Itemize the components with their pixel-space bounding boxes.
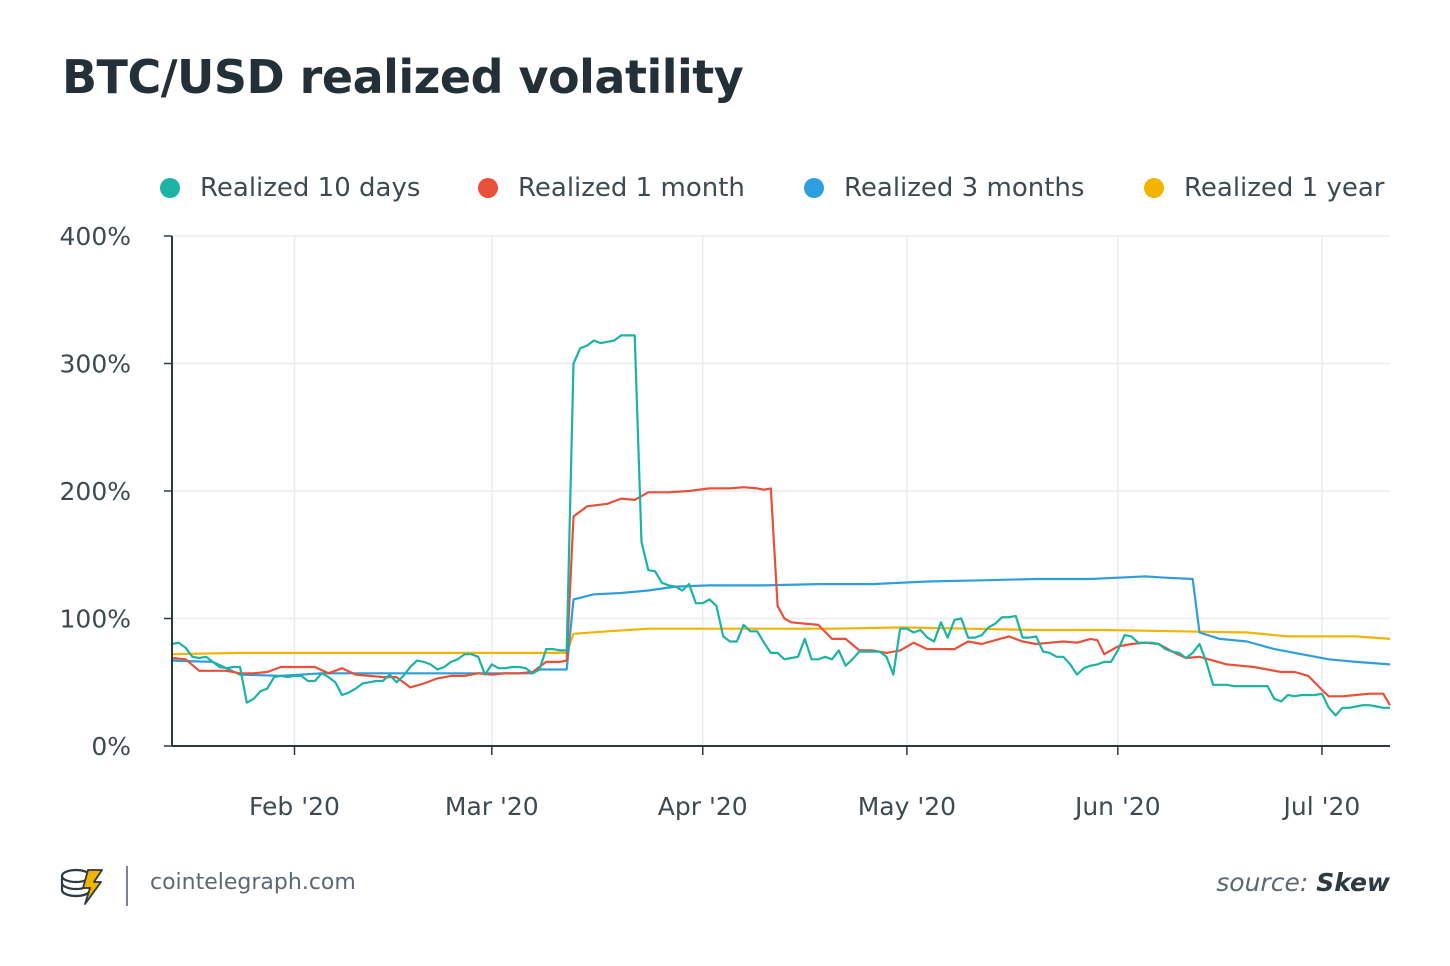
x-tick-label: Jul '20 bbox=[1282, 792, 1361, 821]
footer-source: source: Skew bbox=[1216, 868, 1390, 897]
legend-label: Realized 1 month bbox=[518, 173, 745, 203]
x-tick-label: Feb '20 bbox=[249, 792, 340, 821]
series-line-realized-10-days bbox=[171, 334, 1390, 717]
legend-marker bbox=[160, 178, 180, 198]
x-tick-label: Apr '20 bbox=[658, 792, 748, 821]
legend-item-10-days[interactable]: Realized 10 days bbox=[160, 168, 420, 208]
legend-item-1-year[interactable]: Realized 1 year bbox=[1144, 168, 1385, 208]
legend-item-3-months[interactable]: Realized 3 months bbox=[804, 168, 1084, 208]
legend-item-1-month[interactable]: Realized 1 month bbox=[478, 168, 745, 208]
source-prefix: source: bbox=[1216, 868, 1309, 897]
y-tick-label: 300% bbox=[60, 350, 131, 379]
legend-marker bbox=[1144, 178, 1164, 198]
footer-site-link[interactable]: cointelegraph.com bbox=[150, 870, 356, 895]
cointelegraph-logo-icon bbox=[60, 868, 103, 905]
legend: Realized 10 days Realized 1 month Realiz… bbox=[160, 168, 1400, 208]
x-tick-label: Mar '20 bbox=[445, 792, 539, 821]
source-name: Skew bbox=[1316, 868, 1390, 897]
x-tick-label: May '20 bbox=[858, 792, 956, 821]
chart-title: BTC/USD realized volatility bbox=[62, 50, 744, 104]
series-line-realized-1-year bbox=[171, 626, 1391, 656]
y-tick-label: 100% bbox=[60, 605, 131, 634]
footer-divider bbox=[126, 866, 128, 906]
legend-label: Realized 1 year bbox=[1184, 173, 1385, 203]
legend-label: Realized 3 months bbox=[844, 173, 1085, 203]
legend-marker bbox=[804, 178, 824, 198]
series-line-realized-3-months bbox=[171, 575, 1391, 677]
y-tick-label: 200% bbox=[60, 477, 131, 506]
y-tick-label: 400% bbox=[60, 222, 131, 251]
legend-marker bbox=[478, 178, 498, 198]
y-tick-label: 0% bbox=[91, 732, 131, 761]
legend-label: Realized 10 days bbox=[200, 173, 421, 203]
x-tick-label: Jun '20 bbox=[1073, 792, 1161, 821]
